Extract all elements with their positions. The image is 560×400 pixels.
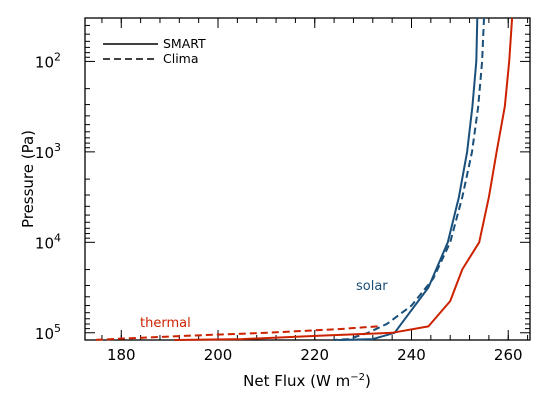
plot-frame	[84, 17, 531, 341]
legend-label: Clima	[163, 51, 199, 66]
y-tick-label: 103	[35, 141, 61, 162]
y-tick-label: 105	[35, 322, 61, 343]
y-tick-label: 104	[35, 231, 61, 252]
x-tick-label: 240	[397, 346, 426, 364]
y-tick-label: 102	[35, 50, 61, 71]
thermal-dashed-line	[92, 325, 378, 341]
thermal-solid-line	[174, 17, 514, 341]
x-tick-label: 180	[107, 346, 136, 364]
annotations: solar thermal	[140, 279, 388, 331]
axis-labels: Net Flux (W m−2) Pressure (Pa)	[19, 130, 371, 390]
x-tick-label: 220	[300, 346, 329, 364]
legend-label: SMART	[163, 36, 206, 51]
solar-label: solar	[356, 279, 388, 294]
axis-ticks: 180 200 220 240 260 102 103 104 105	[35, 18, 530, 364]
thermal-label: thermal	[140, 316, 191, 331]
x-axis-label: Net Flux (W m−2)	[243, 372, 371, 390]
y-axis-label: Pressure (Pa)	[19, 130, 37, 228]
x-tick-label: 200	[204, 346, 233, 364]
x-tick-label: 260	[494, 346, 523, 364]
series-lines	[92, 17, 514, 341]
solar-solid-line	[338, 17, 479, 341]
